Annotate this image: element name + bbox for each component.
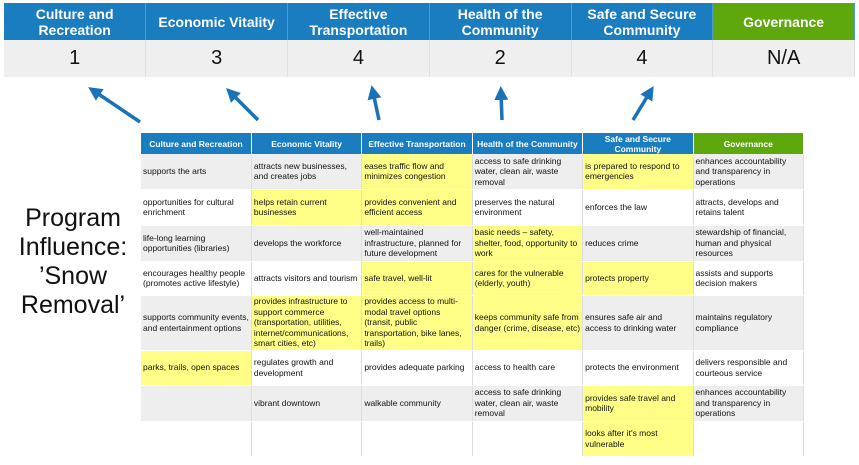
table-cell: well-maintained infrastructure, planned … [361, 225, 473, 262]
summary-header: Culture and Recreation [4, 3, 147, 40]
table-cell: regulates growth and development [251, 350, 363, 386]
table-cell: safe travel, well-lit [361, 261, 473, 296]
summary-value: 3 [145, 40, 288, 77]
table-cell: stewardship of financial, human and phys… [693, 225, 805, 262]
table-cell: provides safe travel and mobility [582, 385, 694, 422]
table-cell: supports community events, and entertain… [141, 295, 252, 351]
table-cell: provides access to multi-modal travel op… [361, 295, 473, 351]
table-cell: access to safe drinking water, clean air… [472, 385, 584, 422]
table-cell: encourages healthy people (promotes acti… [141, 261, 252, 296]
summary-header: Economic Vitality [145, 3, 288, 40]
arrows [88, 85, 654, 124]
table-cell: is prepared to respond to emergencies [582, 154, 694, 190]
table-cell: life-long learning opportunities (librar… [141, 225, 252, 262]
table-cell: assists and supports decision makers [693, 261, 805, 296]
table-row: life-long learning opportunities (librar… [141, 225, 805, 262]
table-cell [361, 421, 473, 457]
summary-value: 4 [287, 40, 430, 77]
summary-value: 2 [429, 40, 572, 77]
table-cell: attracts, develops and retains talent [693, 189, 805, 226]
table-cell: preserves the natural environment [472, 189, 584, 226]
table-cell: provides adequate parking [361, 350, 473, 386]
table-cell: helps retain current businesses [251, 189, 363, 226]
table-cell: delivers responsible and courteous servi… [693, 350, 805, 386]
table-cell: keeps community safe from danger (crime,… [472, 295, 584, 351]
arrow-icon [226, 88, 260, 122]
table-cell [472, 421, 584, 457]
table-row: encourages healthy people (promotes acti… [141, 261, 805, 296]
table-cell: parks, trails, open spaces [141, 350, 252, 386]
table-row: vibrant downtown walkable community access… [141, 385, 805, 422]
column-header: Culture and Recreation [141, 133, 252, 154]
table-row: supports the arts attracts new businesses… [141, 154, 805, 190]
table-cell: enhances accountability and transparency… [693, 385, 805, 422]
table-cell: provides infrastructure to support comme… [251, 295, 363, 351]
table-cell: access to safe drinking water, clean air… [472, 154, 584, 190]
arrow-icon [367, 85, 382, 121]
column-header: Governance [693, 133, 805, 154]
table-cell: walkable community [361, 385, 473, 422]
summary-value: N/A [712, 40, 855, 77]
column-header: Effective Transportation [361, 133, 473, 154]
table-row: looks after it's most vulnerable [141, 421, 805, 457]
table-cell: cares for the vulnerable (elderly, youth… [472, 261, 584, 296]
program-influence-label: Program Influence: ’Snow Removal’ [18, 204, 128, 319]
table-cell: ensures safe air and access to drinking … [582, 295, 694, 351]
summary-value: 4 [571, 40, 714, 77]
table-cell: protects the environment [582, 350, 694, 386]
table-cell: attracts visitors and tourism [251, 261, 363, 296]
column-header: Health of the Community [472, 133, 584, 154]
table-row: supports community events, and entertain… [141, 295, 805, 351]
table-row: opportunities for cultural enrichment hel… [141, 189, 805, 226]
table-cell [141, 385, 252, 422]
table-cell: protects property [582, 261, 694, 296]
table-cell [693, 421, 805, 457]
priority-summary-table: Culture and Recreation Economic Vitality E… [4, 3, 855, 77]
summary-value: 1 [4, 40, 147, 77]
table-row: parks, trails, open spaces regulates grow… [141, 350, 805, 386]
summary-header: Health of the Community [429, 3, 572, 40]
objectives-table: Culture and Recreation Economic Vitality E… [141, 133, 805, 457]
table-cell: enhances accountability and transparency… [693, 154, 805, 190]
summary-header: Governance [712, 3, 855, 40]
arrow-icon [494, 86, 509, 121]
table-cell: develops the workforce [251, 225, 363, 262]
table-cell: attracts new businesses, and creates job… [251, 154, 363, 190]
table-cell: maintains regulatory compliance [693, 295, 805, 351]
table-cell: vibrant downtown [251, 385, 363, 422]
arrow-icon [631, 86, 654, 121]
summary-header: Safe and Secure Community [571, 3, 714, 40]
table-cell: opportunities for cultural enrichment [141, 189, 252, 226]
table-cell [141, 421, 252, 457]
table-cell: looks after it's most vulnerable [582, 421, 694, 457]
table-cell: supports the arts [141, 154, 252, 190]
summary-header: Effective Transportation [287, 3, 430, 40]
arrow-icon [88, 87, 141, 124]
table-cell: reduces crime [582, 225, 694, 262]
table-cell: enforces the law [582, 189, 694, 226]
table-cell [251, 421, 363, 457]
table-cell: provides convenient and efficient access [361, 189, 473, 226]
table-cell: eases traffic flow and minimizes congest… [361, 154, 473, 190]
table-cell: access to health care [472, 350, 584, 386]
column-header: Safe and Secure Community [582, 133, 694, 154]
table-cell: basic needs – safety, shelter, food, opp… [472, 225, 584, 262]
column-header: Economic Vitality [251, 133, 363, 154]
